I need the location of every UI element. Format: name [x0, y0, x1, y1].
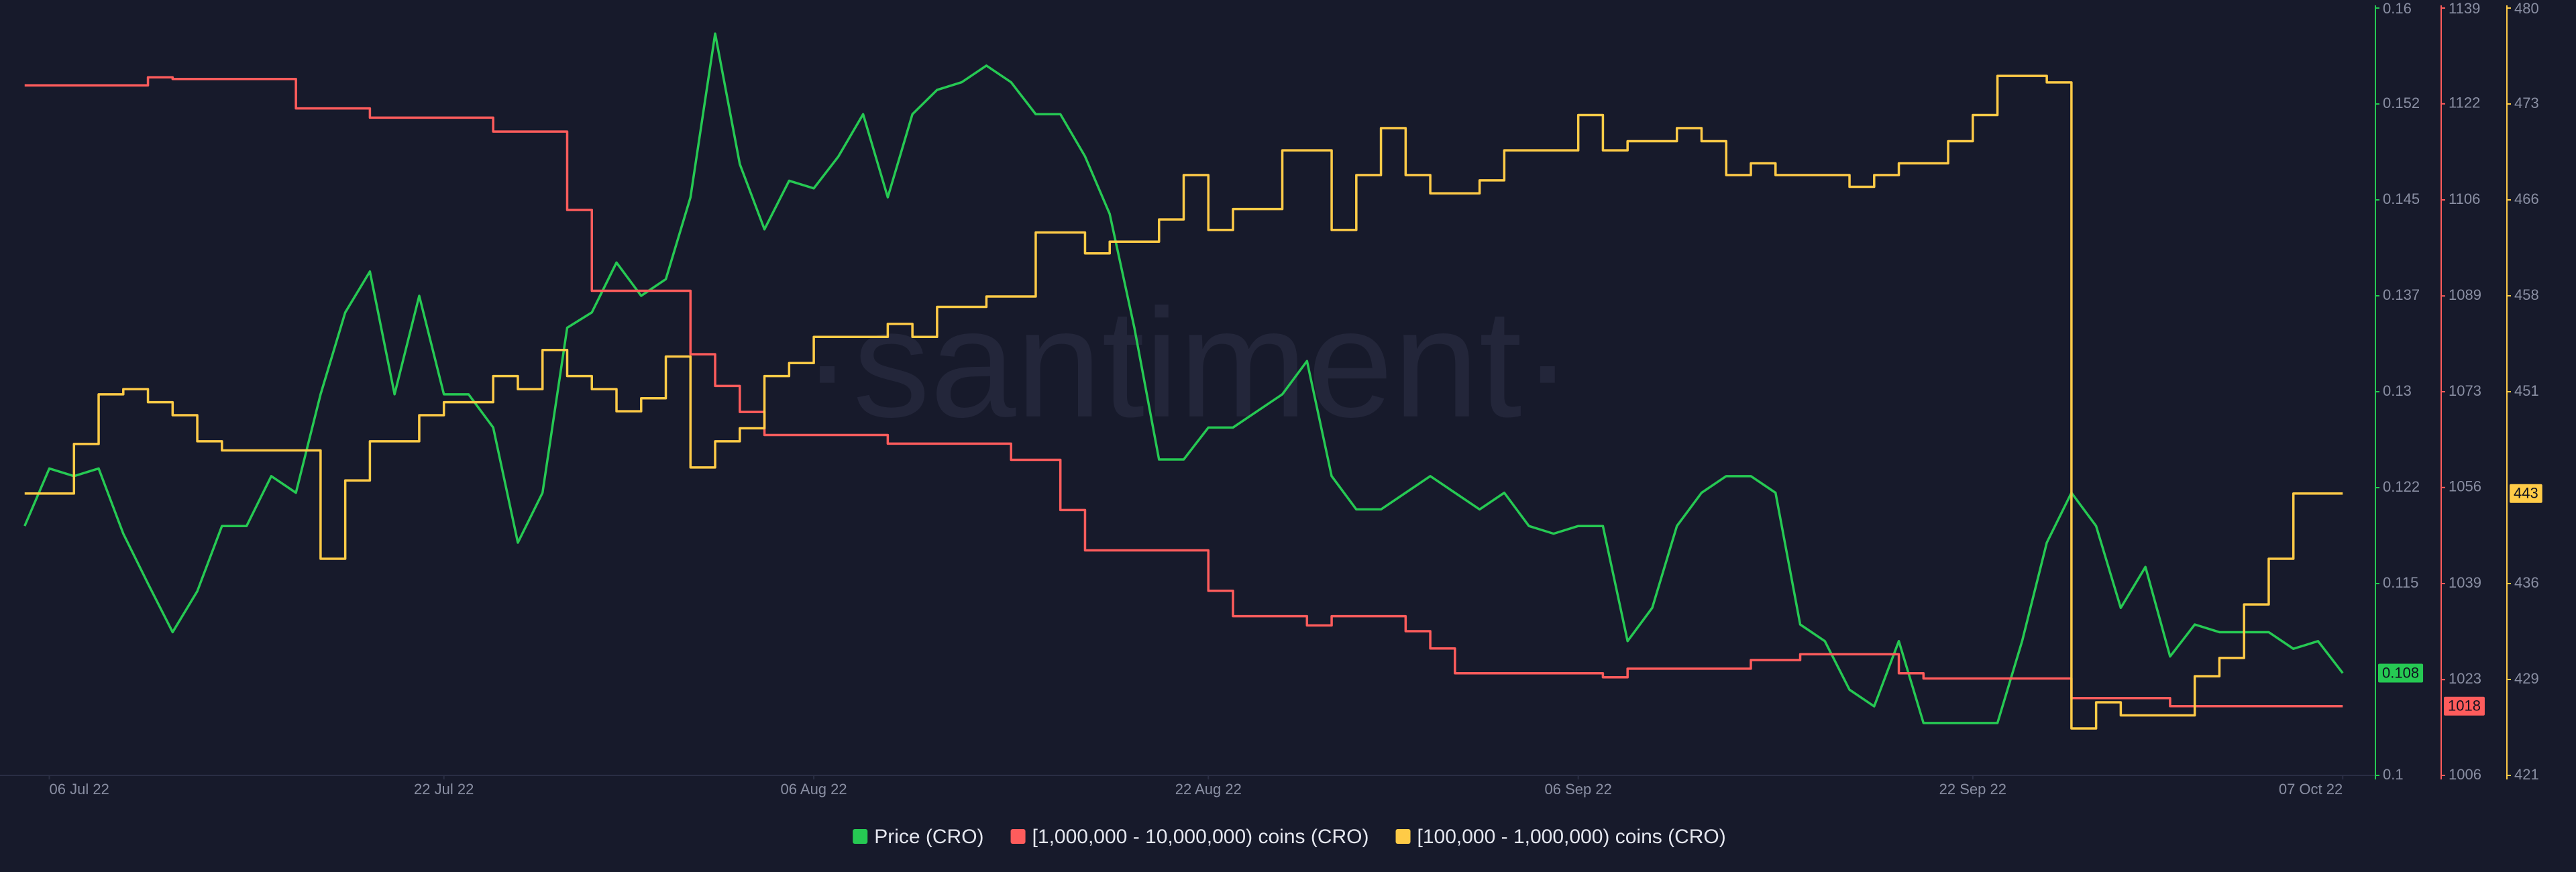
- y-tick-label: 466: [2514, 190, 2539, 207]
- y-tick-label: 1023: [2449, 670, 2481, 687]
- y-tick-label: 473: [2514, 95, 2539, 111]
- series-line: [23, 32, 2344, 724]
- y-tick-label: 0.13: [2383, 382, 2412, 399]
- series-line: [24, 76, 2343, 708]
- legend-swatch: [1010, 829, 1026, 844]
- legend-label: Price (CRO): [874, 826, 983, 848]
- y-tick-label: 1073: [2449, 382, 2481, 399]
- last-value-label: 1018: [2448, 698, 2481, 714]
- y-tick-label: 436: [2514, 574, 2539, 591]
- legend-swatch: [853, 829, 868, 844]
- y-tick-label: 0.137: [2383, 286, 2420, 303]
- x-tick-label: 06 Jul 22: [50, 781, 109, 798]
- x-tick-label: 06 Aug 22: [781, 781, 847, 798]
- y-tick-label: 429: [2514, 670, 2539, 687]
- x-tick-label: 22 Sep 22: [1939, 781, 2006, 798]
- y-tick-label: 0.122: [2383, 478, 2420, 495]
- y-tick-label: 0.152: [2383, 95, 2420, 111]
- y-tick-label: 1089: [2449, 286, 2481, 303]
- last-value-box: [2510, 484, 2542, 503]
- x-tick-label: 06 Sep 22: [1545, 781, 1612, 798]
- y-tick-label: 1139: [2449, 0, 2480, 17]
- watermark: ·santiment·: [802, 277, 1573, 449]
- y-tick-label: 451: [2514, 382, 2539, 399]
- last-value-box: [2378, 663, 2424, 683]
- last-value-box: [2444, 696, 2485, 716]
- y-tick-label: 1106: [2449, 190, 2480, 207]
- y-tick-label: 1122: [2449, 95, 2480, 111]
- series-line: [24, 74, 2343, 730]
- y-tick-label: 458: [2514, 286, 2539, 303]
- y-tick-label: 0.16: [2383, 0, 2412, 17]
- last-value-label: 443: [2514, 485, 2538, 502]
- legend-label: [100,000 - 1,000,000) coins (CRO): [1417, 826, 1726, 848]
- y-tick-label: 421: [2514, 766, 2539, 783]
- y-tick-label: 0.115: [2383, 574, 2418, 591]
- y-tick-label: 1039: [2449, 574, 2481, 591]
- y-tick-label: 0.1: [2383, 766, 2404, 783]
- x-tick-label: 22 Aug 22: [1175, 781, 1242, 798]
- last-value-label: 0.108: [2382, 664, 2419, 681]
- x-tick-label: 22 Jul 22: [414, 781, 474, 798]
- legend-swatch: [1395, 829, 1411, 844]
- y-tick-label: 1056: [2449, 478, 2481, 495]
- y-tick-label: 0.145: [2383, 190, 2420, 207]
- y-tick-label: 480: [2514, 0, 2539, 17]
- x-tick-label: 07 Oct 22: [2279, 781, 2343, 798]
- legend-label: [1,000,000 - 10,000,000) coins (CRO): [1032, 826, 1369, 848]
- y-tick-label: 1006: [2449, 766, 2481, 783]
